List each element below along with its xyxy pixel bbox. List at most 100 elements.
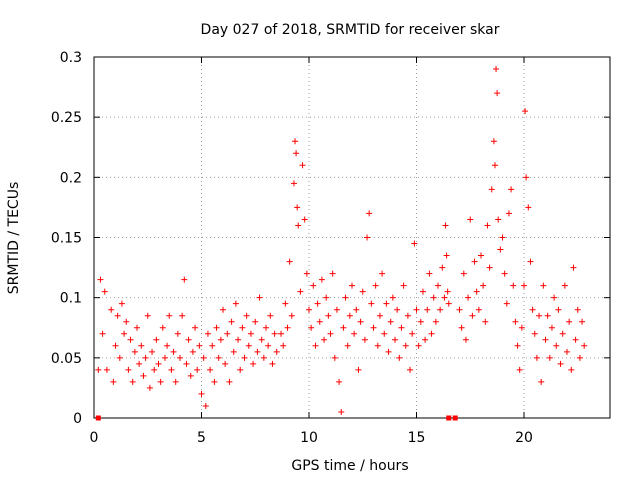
y-tick-label: 0	[73, 411, 82, 427]
data-point	[523, 174, 530, 181]
data-point	[267, 312, 274, 319]
data-point	[488, 186, 495, 193]
data-point	[359, 288, 366, 295]
data-point	[417, 318, 424, 325]
data-point	[368, 300, 375, 307]
data-point	[280, 342, 287, 349]
data-point	[260, 354, 267, 361]
data-point	[411, 240, 418, 247]
data-point	[432, 318, 439, 325]
data-point	[325, 312, 332, 319]
x-tick-label: 10	[300, 430, 318, 446]
data-point	[293, 150, 300, 157]
data-point	[396, 354, 403, 361]
data-point	[435, 282, 441, 289]
data-point	[494, 90, 501, 97]
data-point	[392, 336, 398, 343]
data-point	[338, 408, 345, 415]
data-point	[398, 324, 405, 331]
data-point	[129, 378, 136, 385]
data-point	[514, 342, 521, 349]
data-point	[142, 354, 149, 361]
data-point	[228, 318, 235, 325]
data-point	[404, 312, 411, 319]
data-point	[566, 318, 573, 325]
data-point	[207, 366, 214, 373]
data-point	[574, 306, 581, 313]
data-point	[187, 372, 194, 379]
data-point	[387, 318, 394, 325]
data-point	[346, 312, 353, 319]
data-point	[271, 330, 278, 337]
data-point	[445, 300, 452, 307]
data-point	[400, 282, 407, 289]
x-tick-label: 20	[515, 430, 533, 446]
data-point	[557, 360, 564, 367]
data-point	[131, 348, 138, 355]
data-point	[321, 336, 328, 343]
data-point	[467, 216, 474, 223]
data-point	[493, 66, 500, 73]
data-point	[564, 348, 570, 355]
data-point	[282, 300, 289, 307]
data-point	[241, 354, 248, 361]
data-point	[415, 342, 422, 349]
x-tick-label: 5	[197, 430, 206, 446]
data-point	[110, 378, 117, 385]
data-point	[211, 378, 218, 385]
data-point	[127, 336, 134, 343]
data-point	[235, 336, 242, 343]
data-point	[181, 276, 188, 283]
data-point	[533, 354, 540, 361]
data-point	[294, 204, 301, 211]
data-point	[349, 282, 355, 289]
data-point	[439, 264, 446, 271]
data-point	[192, 324, 199, 331]
data-point	[568, 366, 575, 373]
data-point	[177, 354, 183, 361]
data-point	[254, 348, 261, 355]
data-point	[413, 306, 420, 313]
data-point	[194, 366, 201, 373]
data-point	[344, 342, 351, 349]
data-point	[200, 354, 207, 361]
data-point	[579, 318, 586, 325]
data-point	[561, 282, 568, 289]
data-point	[273, 348, 280, 355]
data-point	[529, 306, 536, 313]
data-point	[278, 330, 285, 337]
data-point	[422, 336, 429, 343]
data-point	[164, 342, 171, 349]
data-point	[265, 342, 272, 349]
data-point	[243, 312, 250, 319]
data-point	[116, 354, 123, 361]
data-point	[179, 312, 186, 319]
y-tick-label: 0.1	[60, 291, 82, 307]
data-point	[441, 294, 448, 301]
y-tick-label: 0.05	[51, 351, 82, 367]
data-point	[351, 330, 358, 337]
y-tick-label: 0.15	[51, 231, 82, 247]
baseline-marker	[95, 415, 101, 421]
data-point	[151, 366, 158, 373]
data-point	[546, 354, 553, 361]
data-point	[385, 348, 392, 355]
data-point	[366, 210, 373, 217]
data-point	[353, 306, 360, 313]
data-point	[394, 306, 401, 313]
data-point	[121, 330, 128, 337]
data-point	[136, 360, 143, 367]
data-point	[484, 222, 491, 229]
data-point	[323, 294, 330, 301]
data-point	[172, 378, 179, 385]
data-point	[327, 330, 334, 337]
data-point	[471, 258, 478, 265]
data-point	[290, 180, 297, 187]
data-point	[505, 210, 512, 217]
data-point	[318, 276, 325, 283]
data-point	[226, 378, 233, 385]
data-point	[189, 348, 196, 355]
data-point	[333, 306, 340, 313]
data-point	[383, 300, 390, 307]
